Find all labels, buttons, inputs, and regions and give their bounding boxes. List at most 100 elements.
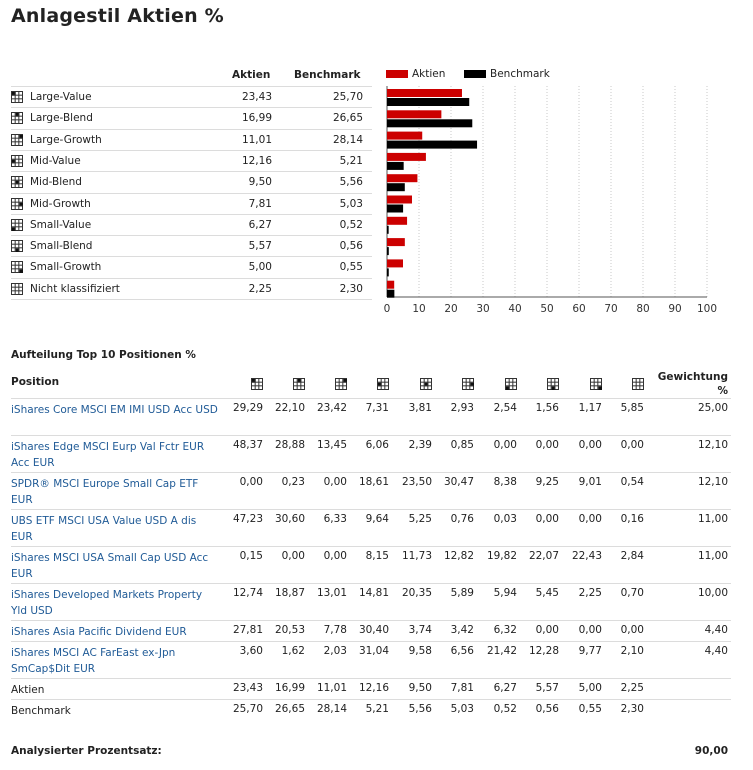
legend-item-benchmark: Benchmark [464,68,550,80]
style-value-cell: 23,42 [316,402,347,414]
small-growth-style-box-icon [590,378,603,391]
position-link[interactable]: iShares MSCI AC FarEast ex-Jpn SmCap$Dit… [11,647,176,675]
style-value-cell: 9,01 [578,476,602,488]
style-value-cell: 2,84 [620,550,644,562]
style-value-cell: 9,50 [408,682,432,694]
summary-row: Mid-Growth 7,81 5,03 [11,192,372,215]
style-value-cell: 5,89 [450,587,474,599]
summary-row-label: Large-Value [30,91,92,103]
style-value-cell: 20,53 [274,624,305,636]
summary-row-benchmark: 28,14 [332,133,363,146]
summary-row-benchmark: 5,03 [339,197,363,210]
large-value-style-box-icon [11,91,23,103]
style-value-cell: 0,00 [493,439,517,451]
position-link[interactable]: iShares Developed Markets Property Yld U… [11,589,203,617]
style-value-cell: 1,62 [281,645,305,657]
style-value-cell: 2,39 [408,439,432,451]
weight-cell: 12,10 [697,439,728,451]
style-value-cell: 0,00 [620,439,644,451]
position-link[interactable]: iShares Core MSCI EM IMI USD Acc USD [11,404,218,416]
bar-benchmark [387,247,389,256]
summary-row: Large-Growth 11,01 28,14 [11,128,372,151]
column-header-weight-line2: % [717,385,728,397]
style-value-cell: 28,14 [316,703,347,715]
style-value-cell: 9,64 [365,513,389,525]
bar-aktien [387,216,408,225]
position-link[interactable]: SPDR® MSCI Europe Small Cap ETF EUR [11,478,199,506]
bar-aktien [387,152,426,161]
style-value-cell: 5,03 [450,703,474,715]
bar-benchmark [387,268,389,277]
style-value-cell: 2,03 [323,645,347,657]
style-value-cell: 5,85 [620,402,644,414]
style-value-cell: 0,00 [578,624,602,636]
x-tick-label: 0 [384,303,391,315]
column-header-icon [293,378,305,393]
style-value-cell: 6,27 [493,682,517,694]
weight-cell: 25,00 [697,402,728,414]
style-value-cell: 0,56 [535,703,559,715]
style-value-cell: 0,00 [620,624,644,636]
style-value-cell: 11,73 [401,550,432,562]
style-value-cell: 9,25 [535,476,559,488]
style-value-cell: 48,37 [232,439,263,451]
style-value-cell: 0,00 [535,624,559,636]
summary-row-icon [11,240,23,255]
style-value-cell: 5,21 [365,703,389,715]
summary-row-icon [11,197,24,213]
style-value-cell: 5,00 [578,682,602,694]
style-value-cell: 7,81 [450,682,474,694]
style-value-cell: 7,78 [323,624,347,636]
position-row: iShares MSCI AC FarEast ex-Jpn SmCap$Dit… [11,641,731,679]
style-value-cell: 2,30 [620,703,644,715]
style-value-cell: 0,00 [239,476,263,488]
column-header-icon [632,378,644,393]
style-value-cell: 6,33 [323,513,347,525]
style-bar-chart: 0 10 20 30 40 50 60 70 80 90 100 [384,86,717,315]
summary-row: Small-Value 6,27 0,52 [11,213,372,236]
position-link[interactable]: iShares Edge MSCI Eurp Val Fctr EUR Acc … [11,441,205,469]
summary-row-icon [11,154,23,170]
legend-item-aktien: Aktien [386,68,445,80]
summary-row: Small-Blend 5,57 0,56 [11,235,372,257]
summary-row-aktien: 23,43 [241,91,272,103]
mid-growth-style-box-icon [462,378,475,390]
style-value-cell: 0,00 [323,476,347,488]
style-value-cell: 5,57 [535,682,559,694]
summary-row-aktien: 11,01 [241,133,272,146]
small-growth-style-box-icon [11,261,24,274]
position-row: iShares Core MSCI EM IMI USD Acc USD 29,2… [11,398,731,436]
position-link[interactable]: UBS ETF MSCI USA Value USD A dis EUR [11,515,197,543]
summary-row-icon [11,91,23,106]
style-value-cell: 6,06 [365,439,389,451]
style-value-cell: 22,43 [571,550,602,562]
small-blend-style-box-icon [547,378,559,391]
mid-growth-style-box-icon [11,197,24,210]
summary-row: Large-Blend 16,99 26,65 [11,107,372,129]
style-value-cell: 2,25 [620,682,644,694]
style-value-cell: 3,81 [408,402,432,414]
style-value-cell: 0,00 [281,550,305,562]
summary-total-row: Aktien 23,43 16,99 11,01 12,16 9,50 7,81 6,27 5,… [11,678,731,700]
x-tick-label: 70 [604,303,617,315]
style-value-cell: 7,31 [365,402,389,414]
style-value-cell: 0,00 [578,513,602,525]
summary-row-label: Small-Blend [30,240,93,253]
style-value-cell: 2,54 [493,402,517,414]
style-value-cell: 23,50 [401,476,432,488]
style-value-cell: 25,70 [232,703,263,715]
unclassified-style-box-icon [632,378,644,390]
style-value-cell: 12,28 [528,645,559,657]
summary-row-benchmark: 0,52 [339,218,363,231]
position-link[interactable]: iShares MSCI USA Small Cap USD Acc EUR [11,552,209,580]
weight-cell: 4,40 [704,624,728,636]
bar-benchmark [387,183,405,192]
position-link[interactable]: iShares Asia Pacific Dividend EUR [11,626,187,638]
bar-aktien [387,195,412,204]
position-row: UBS ETF MSCI USA Value USD A dis EUR 47,2… [11,509,731,547]
x-tick-label: 90 [668,303,681,315]
style-value-cell: 22,07 [528,550,559,562]
bar-aktien [387,280,395,289]
style-value-cell: 27,81 [232,624,263,636]
column-header-icon [462,378,475,393]
